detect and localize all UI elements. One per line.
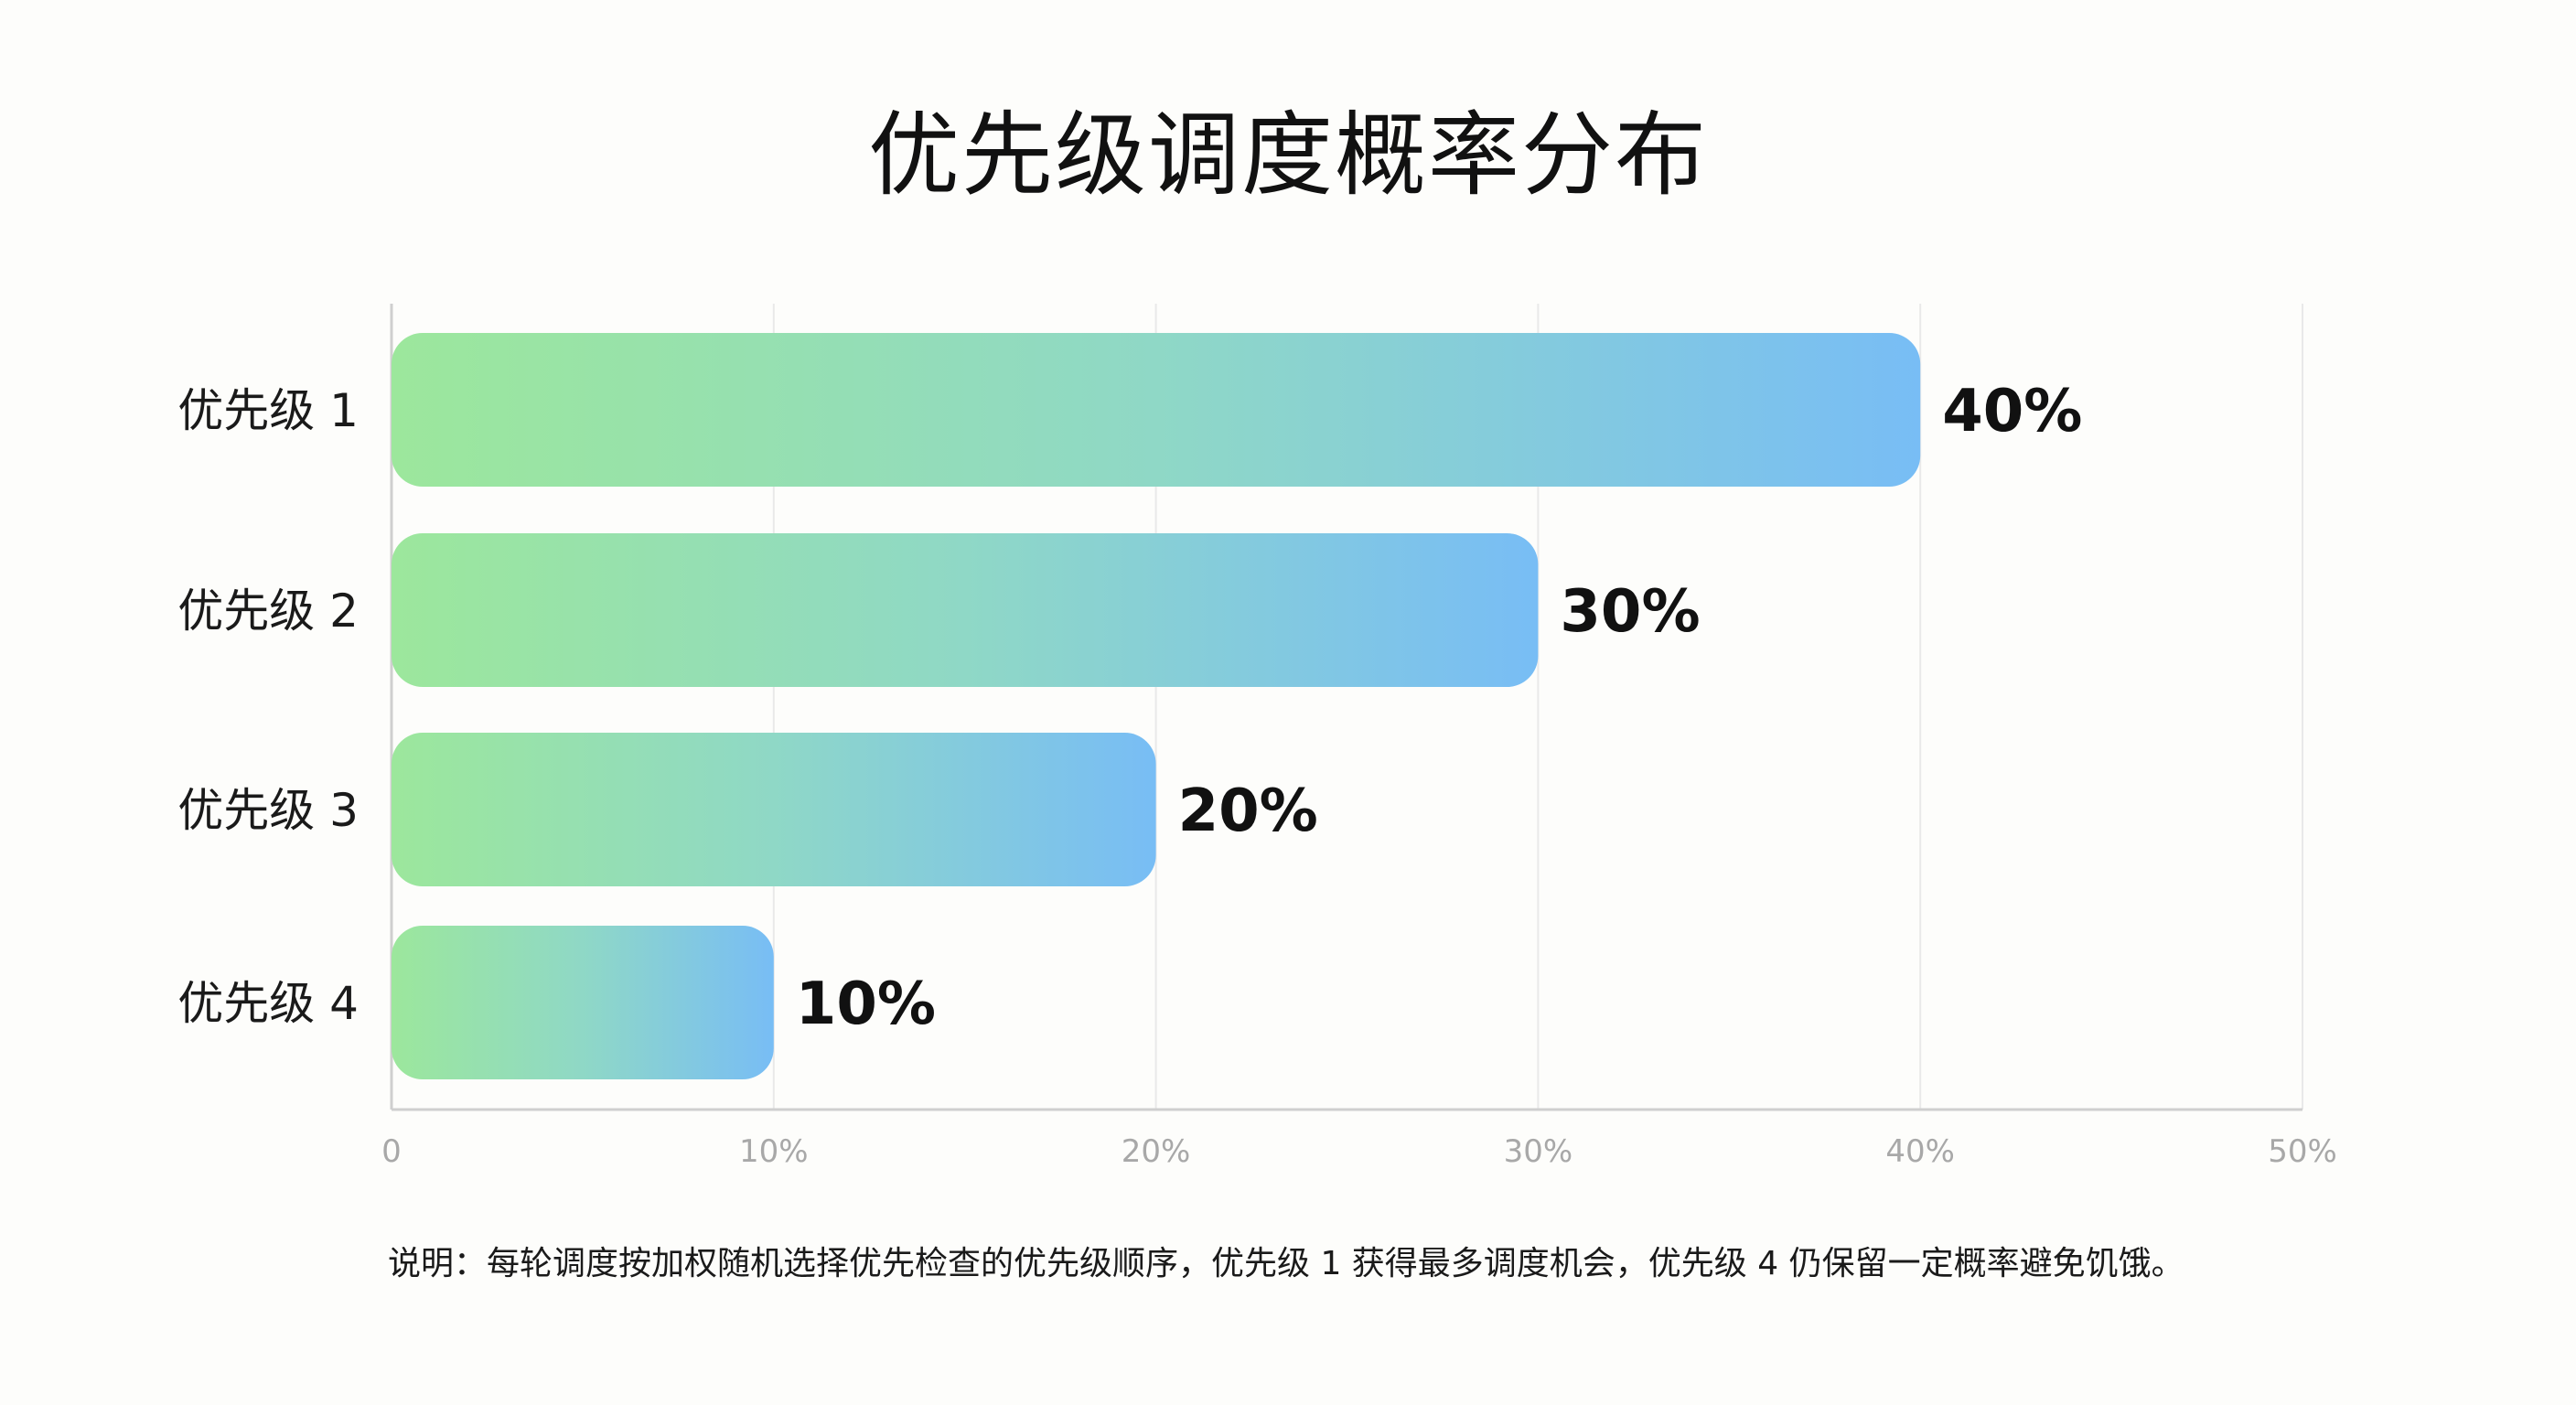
data-label: 20%	[1178, 778, 1318, 845]
x-tick-label: 40%	[1885, 1133, 1955, 1170]
label-layer: 优先级 1 40% 优先级 2 30% 优先级 3 20% 优先级 4 10%	[177, 378, 2082, 1038]
x-tick-label: 20%	[1122, 1133, 1191, 1170]
chart-note: 说明：每轮调度按加权随机选择优先检查的优先级顺序，优先级 1 获得最多调度机会，…	[388, 1245, 2184, 1282]
bar	[392, 533, 1539, 687]
category-label: 优先级 1	[177, 384, 359, 437]
x-tick-label: 50%	[2268, 1133, 2337, 1170]
x-tick-label: 0	[381, 1133, 402, 1170]
bar	[392, 333, 1921, 487]
chart-title: 优先级调度概率分布	[868, 102, 1708, 209]
data-label: 40%	[1942, 378, 2082, 445]
x-tick-label: 30%	[1504, 1133, 1573, 1170]
axis-layer: 0 10% 20% 30% 40% 50%	[381, 304, 2337, 1170]
category-label: 优先级 2	[177, 585, 359, 638]
x-tick-label: 10%	[739, 1133, 809, 1170]
category-label: 优先级 3	[177, 784, 359, 837]
data-label: 10%	[796, 971, 936, 1038]
bar	[392, 733, 1156, 886]
data-label: 30%	[1560, 578, 1700, 646]
bar	[392, 926, 774, 1079]
bar-layer	[392, 333, 1921, 1079]
category-label: 优先级 4	[177, 977, 359, 1030]
